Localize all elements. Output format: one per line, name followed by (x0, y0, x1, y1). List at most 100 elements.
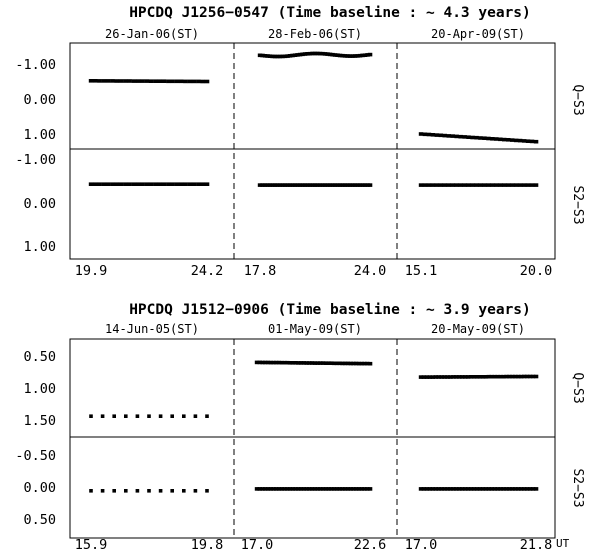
data-point (100, 489, 105, 493)
panel-1-title: HPCDQ J1256−0547 (Time baseline : ~ 4.3 … (129, 5, 531, 21)
data-point (277, 183, 283, 187)
data-point (506, 138, 511, 142)
data-point (345, 183, 350, 187)
data-point (516, 374, 521, 379)
data-point (290, 361, 296, 365)
data-point (355, 54, 360, 58)
data-point (359, 361, 364, 366)
data-point (465, 487, 471, 491)
data-point (161, 79, 167, 83)
data-point (439, 487, 444, 491)
data-point (334, 361, 340, 366)
data-point (424, 487, 430, 491)
data-point (157, 79, 162, 83)
panel-1-row-1-ytick-3: 1.00 (23, 127, 56, 143)
data-point (465, 375, 471, 379)
data-point (301, 361, 307, 365)
data-point (123, 79, 128, 83)
data-point (457, 375, 462, 379)
data-point (490, 137, 495, 141)
data-point (285, 183, 290, 187)
data-point (140, 182, 145, 186)
data-point (272, 183, 278, 187)
data-point (454, 487, 459, 491)
panel-1-row-2-ytick-1: -1.00 (15, 152, 56, 168)
data-point (359, 487, 364, 491)
data-point (436, 487, 441, 491)
data-point (442, 375, 447, 379)
data-point (478, 136, 483, 140)
panel-2-session-1-xtick-2: 19.8 (191, 537, 224, 550)
panel-2-row-2-ylabel: S2−S3 (570, 468, 585, 507)
data-point (183, 79, 188, 84)
data-point (309, 487, 315, 491)
data-point (118, 182, 124, 186)
data-point (332, 183, 338, 187)
data-point (179, 79, 184, 84)
data-point (474, 183, 479, 187)
data-point (340, 53, 345, 58)
data-point (290, 183, 295, 187)
data-point (498, 137, 503, 142)
data-point (263, 360, 268, 365)
data-point (337, 361, 342, 366)
data-point (356, 361, 362, 366)
data-point (355, 183, 360, 187)
data-point (196, 182, 201, 186)
data-point (418, 375, 424, 379)
data-point (153, 79, 158, 83)
data-point (360, 183, 365, 187)
data-point (135, 489, 140, 493)
data-point (136, 79, 141, 83)
data-point (527, 487, 533, 491)
data-point (166, 79, 171, 84)
data-point (174, 79, 180, 84)
data-point (89, 489, 93, 493)
data-point (494, 183, 499, 187)
data-point (297, 52, 303, 57)
data-point (360, 53, 365, 58)
data-point (327, 52, 333, 57)
data-point (254, 487, 260, 491)
data-point (454, 375, 459, 379)
data-point (276, 487, 282, 491)
data-point (502, 137, 507, 142)
data-point (296, 361, 301, 365)
panel-2-row-1-ytick-1: 0.50 (23, 349, 56, 365)
data-point (522, 374, 527, 379)
panel-1-session-1-xtick-2: 24.2 (191, 263, 224, 279)
data-point (300, 183, 305, 187)
data-point (492, 487, 497, 491)
data-point (280, 54, 285, 59)
data-point (329, 487, 334, 491)
data-point (318, 361, 323, 365)
data-point (494, 137, 499, 141)
data-point (315, 183, 320, 187)
data-point (345, 487, 351, 491)
data-point (340, 487, 345, 491)
data-point (504, 374, 509, 379)
data-point (123, 182, 128, 186)
data-point (260, 53, 265, 58)
data-point (166, 182, 171, 186)
data-point (430, 487, 435, 491)
data-point (277, 54, 283, 59)
data-point (498, 183, 503, 187)
data-point (365, 53, 370, 57)
data-point (480, 487, 486, 491)
data-point (345, 361, 351, 366)
data-point (450, 134, 455, 138)
data-point (262, 183, 268, 187)
data-point (529, 139, 535, 144)
data-point (430, 183, 436, 187)
data-point (317, 183, 323, 187)
data-point (325, 52, 330, 56)
data-point (362, 53, 368, 57)
panel-2-row-1-ylabel: Q−S3 (570, 372, 585, 403)
data-point (352, 183, 358, 187)
panel-1-row-1-ylabel: Q−S3 (570, 84, 585, 115)
data-point (495, 487, 500, 491)
panel-2-row-1-ytick-2: 1.00 (23, 381, 56, 397)
data-point (312, 51, 318, 56)
data-point (513, 487, 518, 491)
